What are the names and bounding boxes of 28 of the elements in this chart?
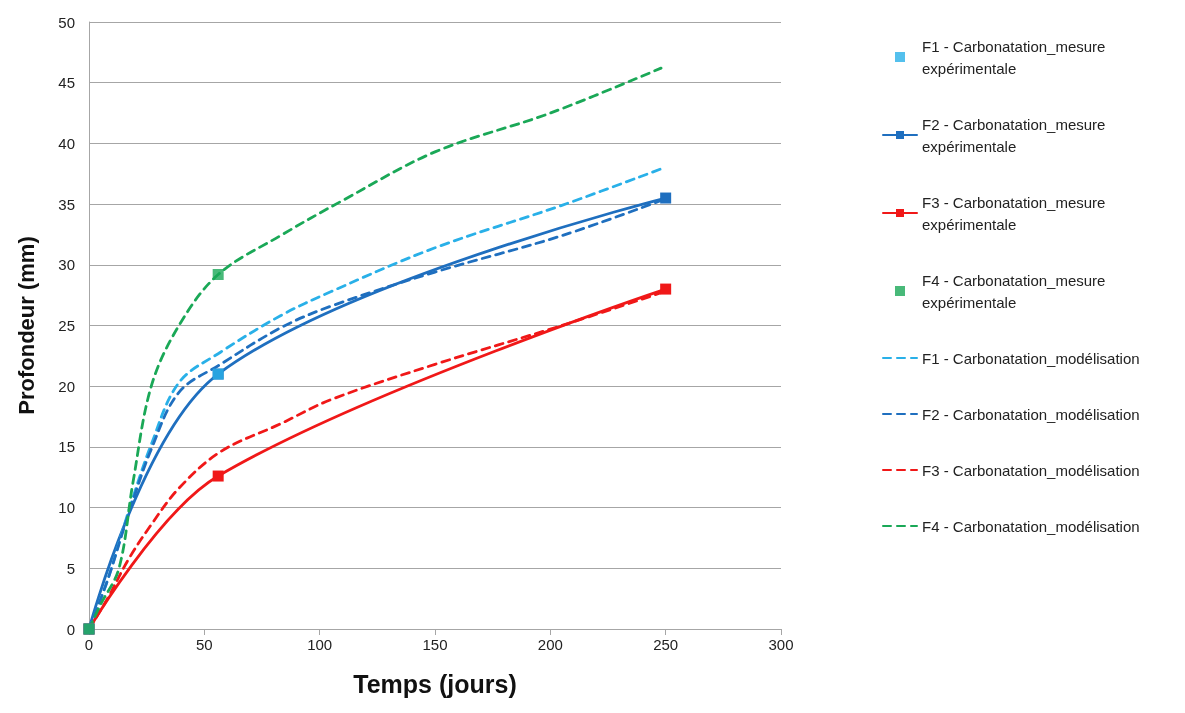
y-axis-title: Profondeur (mm) <box>13 236 39 415</box>
y-tick-label: 0 <box>66 620 75 638</box>
y-tick-label: 30 <box>58 256 75 274</box>
legend-label: F3 - Carbonatation_modélisation <box>922 461 1140 479</box>
x-tick-label: 250 <box>653 636 679 653</box>
y-tick-label: 10 <box>58 499 75 517</box>
legend-label: F2 - Carbonatation_modélisation <box>922 405 1140 423</box>
legend-label: F3 - Carbonatation_mesure expérimentale <box>922 193 1110 233</box>
y-tick-label: 15 <box>58 438 75 456</box>
x-tick-label: 100 <box>307 636 333 653</box>
legend-label: F4 - Carbonatation_modélisation <box>922 517 1140 535</box>
x-tick-label: 300 <box>768 636 794 653</box>
legend-label: F1 - Carbonatation_mesure expérimentale <box>922 37 1110 77</box>
legend-label: F4 - Carbonatation_mesure expérimentale <box>922 271 1110 311</box>
x-tick-label: 150 <box>422 636 448 653</box>
y-tick-label: 20 <box>58 377 75 395</box>
y-tick-label: 25 <box>58 317 75 334</box>
y-tick-label: 35 <box>58 195 75 213</box>
y-tick-label: 50 <box>58 13 75 31</box>
x-axis-title: Temps (jours) <box>353 669 517 698</box>
x-tick-label: 0 <box>84 636 94 653</box>
y-tick-label: 5 <box>66 559 75 577</box>
legend-label: F1 - Carbonatation_modélisation <box>922 349 1140 367</box>
y-tick-label: 40 <box>58 134 75 152</box>
x-tick-label: 200 <box>537 636 563 653</box>
y-tick-label: 45 <box>58 74 75 92</box>
x-tick-label: 50 <box>195 636 213 653</box>
legend-label: F2 - Carbonatation_mesure expérimentale <box>922 115 1110 155</box>
